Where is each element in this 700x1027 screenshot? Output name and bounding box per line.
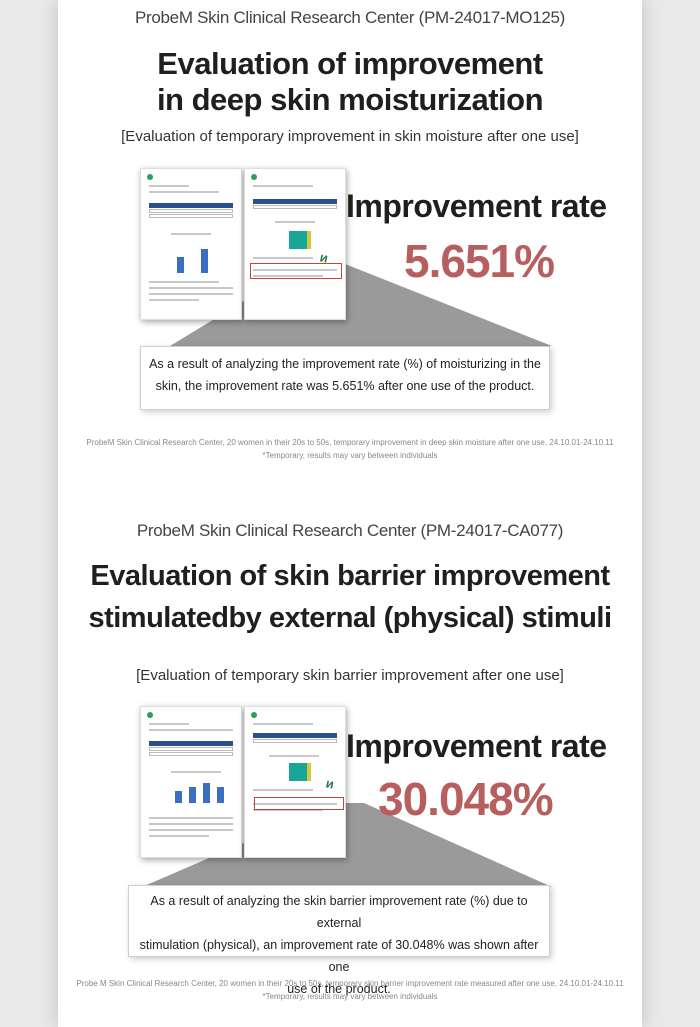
section2-title-line2: stimulatedby external (physical) stimuli: [88, 602, 612, 634]
report-logo-icon: [251, 712, 257, 718]
chart-cube: [289, 231, 311, 249]
section2-source: Probe M Skin Clinical Research Center, 2…: [76, 979, 624, 988]
section2-report-page-2: [244, 706, 346, 858]
section1-highlight-box: [250, 263, 342, 279]
section2-subtitle: ProbeM Skin Clinical Research Center (PM…: [136, 521, 564, 540]
section2-title-line1: Evaluation of skin barrier improvement: [90, 560, 610, 592]
section2-rate-value: 30.048%: [378, 773, 554, 825]
section1-result-callout: As a result of analyzing the improvement…: [140, 346, 550, 410]
chart-bar: [201, 249, 208, 273]
chart-bar: [217, 787, 224, 803]
section1-rate-label: Improvement rate: [346, 188, 607, 224]
section2-highlight-box: [254, 797, 344, 810]
section1-callout-line2: skin, the improvement rate was 5.651% af…: [155, 379, 535, 393]
report-logo-icon: [251, 174, 257, 180]
document-page: ProbeM Skin Clinical Research Center (PM…: [58, 0, 642, 1027]
chart-bar: [203, 783, 210, 803]
section1-callout-line1: As a result of analyzing the improvement…: [149, 357, 541, 371]
chart-bar: [177, 257, 184, 273]
section2-tagline: [Evaluation of temporary skin barrier im…: [136, 667, 564, 684]
section1-rate-value: 5.651%: [404, 235, 555, 287]
section1-title-line1: Evaluation of improvement: [157, 46, 543, 81]
report-logo-icon: [147, 712, 153, 718]
section2-note: *Temporary, results may vary between ind…: [262, 992, 438, 1001]
section2-callout-line1: As a result of analyzing the skin barrie…: [150, 894, 528, 930]
section2-callout-line2: stimulation (physical), an improvement r…: [139, 938, 539, 974]
chart-cube: [289, 763, 311, 781]
section1-source: ProbeM Skin Clinical Research Center, 20…: [86, 438, 614, 447]
section1-report-page-2: [244, 168, 346, 320]
section2-result-callout: As a result of analyzing the skin barrie…: [128, 885, 550, 996]
section1-report-page-1: [140, 168, 242, 320]
section2-callout-line3: use of the product.: [287, 982, 391, 996]
section1-note: *Temporary, results may vary between ind…: [262, 451, 438, 460]
section1-subtitle: ProbeM Skin Clinical Research Center (PM…: [134, 8, 566, 27]
section2-callout-wedge: [142, 803, 552, 887]
section2-rate-label: Improvement rate: [346, 728, 607, 764]
section1-title-line2: in deep skin moisturization: [156, 82, 544, 117]
section1-callout-wedge: [170, 262, 552, 346]
chart-bar: [175, 791, 182, 803]
section2-report-page-1: [140, 706, 242, 858]
report-logo-icon: [147, 174, 153, 180]
section1-tagline: [Evaluation of temporary improvement in …: [121, 128, 579, 145]
chart-bar: [189, 787, 196, 803]
